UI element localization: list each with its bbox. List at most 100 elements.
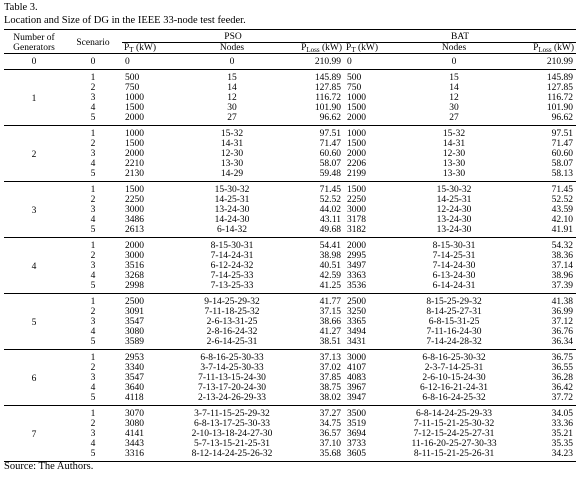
generators-cell: 3	[31, 206, 37, 216]
table-cell: 500	[347, 73, 362, 83]
table-cell: 7-13-25-33	[210, 281, 254, 291]
table-cell: 3-7-11-15-25-29-32	[194, 409, 270, 419]
table-cell: 3500	[347, 409, 367, 419]
table-cell: 1000	[125, 129, 144, 139]
table-cell: 7-12-15-24-25-27-31	[413, 429, 495, 439]
table-row: 4 2210 13-30 58.07 2206 13-30 58.07	[4, 159, 576, 169]
table-cell: 42.59	[319, 271, 342, 281]
table-row: 4 3268 7-14-25-33 42.59 3363 6-13-24-30 38.96	[4, 271, 576, 281]
table-cell: 13-30	[442, 169, 466, 179]
table-cell: 7-11-15-21-25-30-32	[413, 419, 495, 429]
table-cell: 1500	[125, 139, 144, 149]
table-cell: 14-25-31	[214, 195, 250, 205]
header-symbol: P	[124, 43, 130, 53]
table-cell: 6-8-13-17-25-30-33	[194, 419, 270, 429]
table-cell: 7-14-25-33	[210, 271, 254, 281]
table-row: 2 3080 6-8-13-17-25-30-33 34.75 3519 7-11-15-…	[4, 419, 576, 429]
table-cell: 0	[229, 57, 235, 67]
table-cell: 116.72	[315, 93, 342, 103]
table-row: 5 3316 8-12-14-24-25-26-32 35.68 3605 8-11-15…	[4, 449, 576, 462]
table-cell: 101.90	[546, 103, 574, 113]
table-cell: 3363	[347, 271, 367, 281]
table-cell: 1	[90, 241, 96, 251]
header-unit: (kW)	[553, 43, 575, 53]
table-cell: 52.52	[319, 195, 342, 205]
table-row: 2 1500 14-31 71.47 1500 14-31 71.47	[4, 139, 576, 149]
table-cell: 37.12	[551, 317, 574, 327]
table-cell: 37.27	[319, 409, 342, 419]
table-row: 3 2000 12-30 60.60 2000 12-30 60.60	[4, 149, 576, 159]
table-cell: 3091	[125, 307, 144, 317]
table-cell: 30	[227, 103, 237, 113]
table-cell: 37.39	[551, 281, 574, 291]
table-cell: 37.14	[551, 261, 574, 271]
generators-cell: 7	[31, 430, 37, 440]
generator-group: 5 1 2500 9-14-25-29-32 41.77 2500 8-15-25-29-3…	[4, 293, 577, 350]
table-cell: 6-12-24-32	[210, 261, 254, 271]
table-cell: 15-32	[442, 129, 466, 139]
table-cell: 2998	[125, 281, 144, 291]
table-cell: 2206	[347, 159, 367, 169]
header-subscript: Loss	[538, 46, 552, 54]
table-cell: 38.96	[551, 271, 574, 281]
table-cell: 3589	[125, 337, 144, 347]
table-cell: 97.51	[551, 129, 574, 139]
table-cell: 15-32	[220, 129, 244, 139]
table-cell: 1000	[125, 93, 144, 103]
table-cell: 8-12-14-24-25-26-32	[191, 449, 273, 459]
table-header: Number of Generators Scenario PSO BAT PT (…	[4, 29, 577, 54]
table-row: 7 1 3070 3-7-11-15-25-29-32 37.27 3500 6-8-14-…	[4, 406, 576, 440]
table-row: 5 2130 14-29 59.48 2199 13-30 58.13	[4, 169, 576, 182]
table-row: 3 4141 2-10-13-18-24-27-30 36.57 3694 7-12-15…	[4, 429, 576, 439]
table-cell: 1	[90, 185, 96, 195]
table-cell: 3516	[125, 261, 144, 271]
table-row: 5 3589 2-6-14-25-31 38.51 3431 7-14-24-28-32 3…	[4, 337, 576, 350]
table-cell: 5	[90, 449, 96, 459]
table-cell: 7-11-13-15-24-30	[198, 373, 266, 383]
generators-cell: 2	[31, 150, 37, 160]
table-cell: 3431	[347, 337, 367, 347]
table-cell: 3694	[347, 429, 367, 439]
table-row: 4 3443 5-7-13-15-21-25-31 37.10 3733 11-16-20…	[4, 439, 576, 449]
table-cell: 3-7-14-25-30-33	[200, 363, 264, 373]
column-header: PLoss (kW)	[282, 43, 344, 54]
table-cell: 37.02	[319, 363, 342, 373]
table-cell: 2	[90, 419, 96, 429]
table-cell: 0	[125, 57, 130, 67]
table-cell: 2210	[125, 159, 144, 169]
table-cell: 2	[90, 307, 96, 317]
table-cell: 3316	[125, 449, 144, 459]
table-cell: 2995	[347, 251, 367, 261]
table-cell: 11-16-20-25-27-30-33	[411, 439, 497, 449]
table-row: 2 3340 3-7-14-25-30-33 37.02 4107 2-3-7-14-25…	[4, 363, 576, 373]
generator-group: 2 1 1000 15-32 97.51 1000 15-32 97.51 2 1500 14-31…	[4, 125, 577, 182]
header-subscript: T	[351, 46, 356, 54]
table-cell: 4141	[125, 429, 144, 439]
table-cell: 3268	[125, 271, 144, 281]
table-cell: 37.13	[319, 353, 342, 363]
header-unit: (kW)	[321, 43, 343, 53]
table-cell: 13-24-30	[436, 215, 472, 225]
table-cell: 41.27	[319, 327, 342, 337]
table-row: 4 3640 7-13-17-20-24-30 38.75 3967 6-12-16-21…	[4, 383, 576, 393]
table-cell: 1500	[347, 103, 367, 113]
table-cell: 4083	[347, 373, 367, 383]
table-cell: 60.60	[551, 149, 574, 159]
table-cell: 36.28	[551, 373, 574, 383]
table-cell: 37.72	[551, 393, 574, 403]
scenario-header: Scenario	[76, 37, 110, 48]
table-cell: 6-8-16-25-30-32	[422, 353, 486, 363]
table-cell: 5-7-13-15-21-25-31	[194, 439, 270, 449]
table-cell: 15-30-32	[436, 185, 472, 195]
generators-cell: 5	[31, 318, 37, 328]
table-row: 3 3547 7-11-13-15-24-30 37.85 4083 2-6-10-15-…	[4, 373, 576, 383]
table-cell: 2000	[347, 241, 367, 251]
table-row: 3 3516 6-12-24-32 40.51 3497 7-14-24-30 37.14	[4, 261, 576, 271]
table-cell: 6-8-16-24-25-32	[422, 393, 486, 403]
table-cell: 36.76	[551, 327, 574, 337]
table-cell: 3080	[125, 327, 144, 337]
table-cell: 7-14-25-31	[432, 251, 476, 261]
table-cell: 750	[347, 83, 362, 93]
table-cell: 5	[90, 337, 96, 347]
table-cell: 4	[90, 271, 96, 281]
